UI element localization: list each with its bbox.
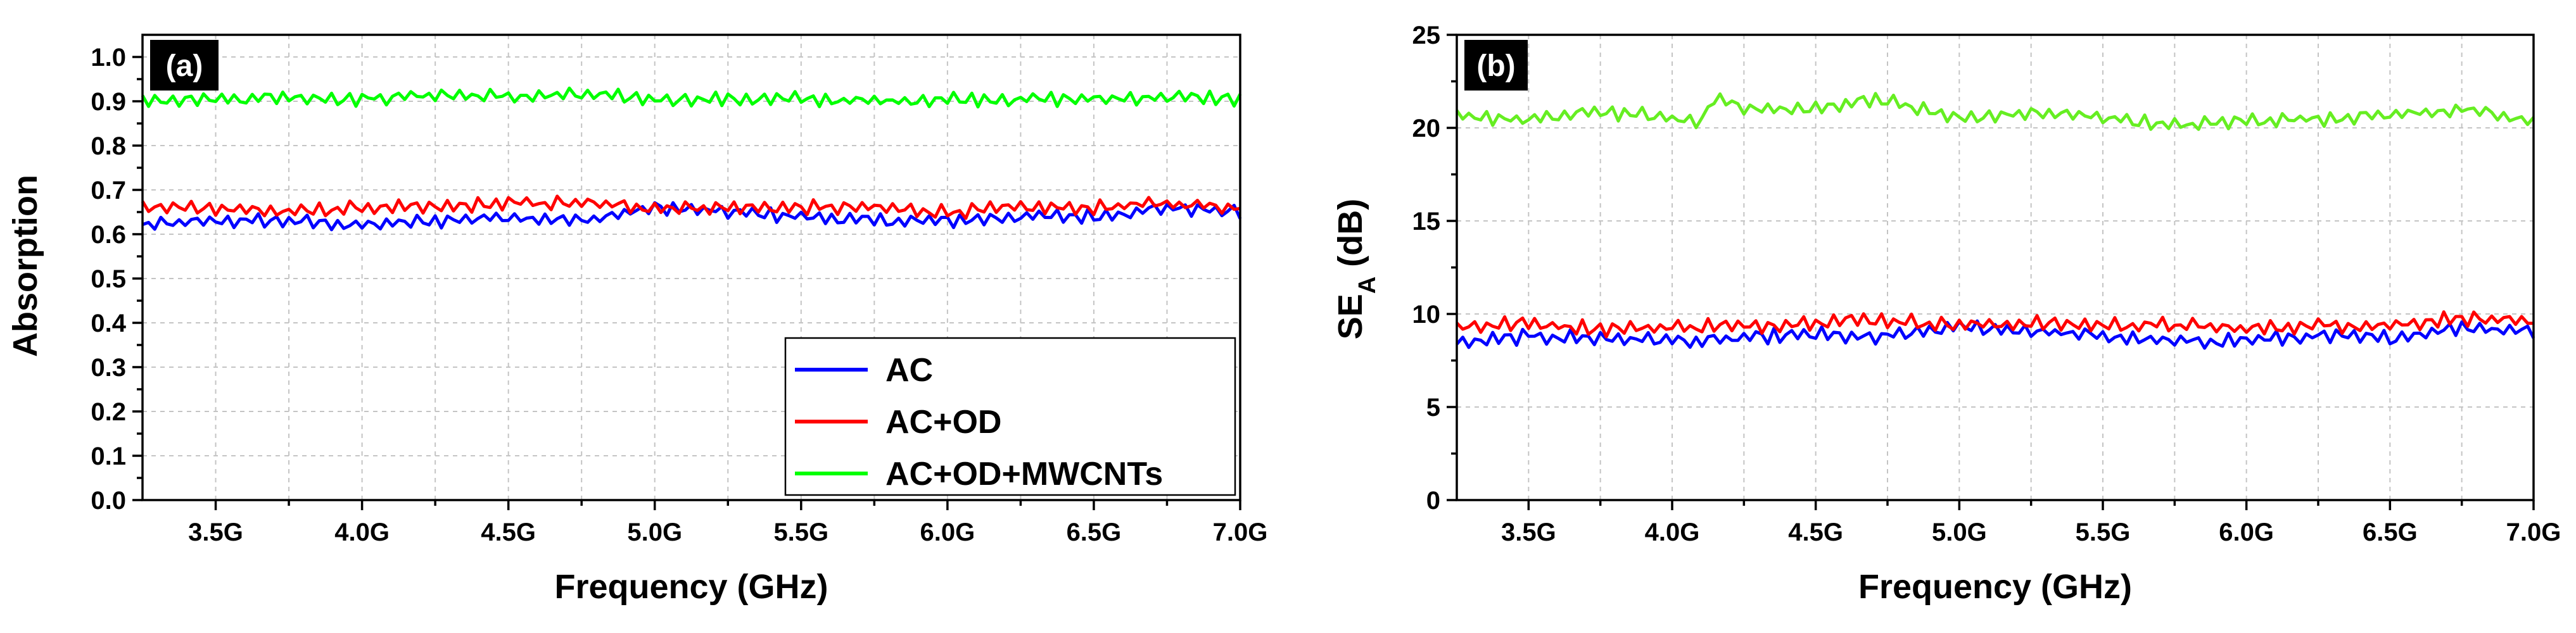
y-tick-label: 0.5 <box>91 265 126 293</box>
y-tick-label: 0.7 <box>91 177 126 204</box>
panel-tag-label: (b) <box>1476 49 1515 83</box>
x-tick-label: 7.0G <box>2506 518 2561 546</box>
legend-label: AC+OD+MWCNTs <box>885 456 1163 492</box>
panel-tag-box <box>150 40 219 91</box>
y-axis-title-subscript: A <box>1354 277 1381 294</box>
x-tick-label: 4.5G <box>1788 518 1843 546</box>
x-tick-label: 5.0G <box>1932 518 1987 546</box>
x-tick-label: 6.0G <box>920 518 975 546</box>
y-tick-label: 0.6 <box>91 221 126 249</box>
y-tick-label: 20 <box>1412 115 1441 142</box>
x-tick-label: 6.5G <box>2363 518 2418 546</box>
y-axis-title-main: Absorption <box>6 175 44 357</box>
y-tick-label: 0 <box>1426 487 1440 515</box>
series-line-ac-od <box>1456 310 2534 339</box>
y-tick-label: 0.1 <box>91 442 126 470</box>
plot-frame <box>1456 34 2535 501</box>
y-tick-label: 0.4 <box>91 310 126 337</box>
series-line-ac-od-mwcnts <box>1455 92 2535 131</box>
x-axis-title: Frequency (GHz) <box>1858 568 2132 606</box>
x-tick-label: 5.0G <box>627 518 682 546</box>
y-tick-label: 10 <box>1412 301 1441 329</box>
series-line-ac-od <box>141 194 1241 220</box>
x-tick-label: 5.5G <box>2076 518 2131 546</box>
legend-label: AC <box>885 352 933 389</box>
series-line-ac <box>142 201 1242 232</box>
y-axis-title-unit: (dB) <box>1331 199 1369 277</box>
legend: AC AC+OD AC+OD+MWCNTs <box>784 337 1236 496</box>
y-tick-label: 15 <box>1412 208 1441 235</box>
y-tick-label: 0.2 <box>91 398 126 426</box>
y-tick-label: 0.3 <box>91 354 126 382</box>
series-line-ac-od-mwcnts <box>141 86 1242 109</box>
x-tick-label: 6.0G <box>2219 518 2274 546</box>
x-tick-label: 7.0G <box>1213 518 1268 546</box>
y-axis-title: Absorption <box>6 175 44 357</box>
y-axis-title: SEA (dB) <box>1331 199 1381 339</box>
panel-tag-label: (a) <box>166 49 203 83</box>
x-tick-label: 4.0G <box>1645 518 1700 546</box>
chart-panel-b: 3.5G 4.0G 4.5G 5.0G 5.5G 6.0G 6.5G 7.0G 0 5 10 15 20… <box>1331 22 2561 606</box>
x-axis-title: Frequency (GHz) <box>554 568 828 606</box>
panel-tag-box <box>1464 40 1528 91</box>
plot-frame <box>141 34 1241 501</box>
x-tick-label: 6.5G <box>1067 518 1122 546</box>
y-tick-label: 0.0 <box>91 487 126 515</box>
y-tick-label: 5 <box>1426 394 1440 422</box>
legend-box <box>784 337 1236 496</box>
x-tick-label: 4.5G <box>481 518 536 546</box>
chart-panel-a: 3.5G 4.0G 4.5G 5.0G 5.5G 6.0G 6.5G 7.0G 0.0 0.1 0.… <box>6 34 1268 606</box>
y-axis-title-main: SE <box>1331 294 1369 339</box>
x-tick-label: 5.5G <box>773 518 828 546</box>
legend-label: AC+OD <box>885 404 1001 441</box>
y-tick-label: 1.0 <box>91 44 126 72</box>
x-tick-label: 4.0G <box>334 518 390 546</box>
y-tick-label: 25 <box>1412 22 1441 49</box>
x-tick-label: 3.5G <box>1501 518 1556 546</box>
y-tick-label: 0.8 <box>91 132 126 160</box>
x-tick-label: 3.5G <box>188 518 243 546</box>
y-tick-label: 0.9 <box>91 88 126 116</box>
